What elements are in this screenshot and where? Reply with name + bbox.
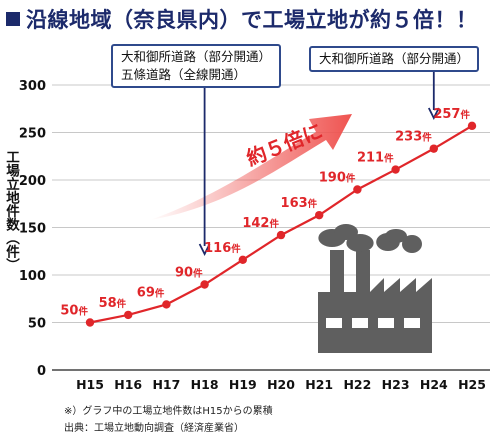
data-point-h17 (162, 300, 171, 309)
factory-window-4 (404, 318, 420, 328)
smoke-cloud-2 (346, 234, 374, 252)
data-point-h24 (429, 144, 438, 153)
data-point-h21 (315, 210, 324, 220)
data-label-h20: 142件 (242, 216, 279, 231)
growth-arrow-icon: 約５倍に (150, 114, 352, 220)
data-point-h15 (85, 318, 95, 327)
factory-icon (318, 224, 432, 353)
x-tick-label-h24: H24 (420, 377, 448, 392)
pointer-h24-head (427, 107, 440, 121)
x-tick-label-h22: H22 (343, 377, 371, 392)
data-point-h23 (391, 165, 400, 174)
y-tick-label-150: 150 (19, 222, 46, 237)
data-label-h24: 233件 (395, 130, 432, 145)
smoke-cloud-6 (385, 229, 407, 243)
smoke-cloud-5 (334, 224, 358, 240)
callout-h18-line-2: 五條道路（全線開通） (121, 67, 247, 82)
data-label-h21: 163件 (281, 196, 318, 211)
data-point-h18 (200, 280, 209, 289)
title-text: 沿線地域（奈良県内）で工場立地が約５倍！！ (26, 8, 478, 32)
callout-h24: 大和御所道路（部分開通） (309, 46, 480, 72)
footnote: ※）グラフ中の工場立地件数はH15からの累積 (64, 406, 273, 417)
x-tick-label-h16: H16 (114, 377, 142, 392)
source-note: 出典：工場立地動向調査（経済産業省） (64, 423, 244, 434)
series (85, 121, 477, 327)
x-tick-label-h21: H21 (305, 377, 333, 392)
x-tick-label-h15: H15 (76, 377, 104, 392)
x-tick-label-h25: H25 (458, 377, 486, 392)
data-point-h25 (467, 121, 477, 131)
factory-window-2 (352, 318, 368, 328)
data-label-h23: 211件 (357, 151, 394, 166)
factory-window-1 (326, 318, 342, 328)
x-tick-label-h20: H20 (267, 377, 295, 392)
data-label-h15: 50件 (60, 304, 88, 319)
y-tick-label-200: 200 (19, 174, 46, 189)
data-label-h17: 69件 (137, 285, 165, 300)
growth-arrow (150, 114, 352, 220)
factory-window-3 (378, 318, 394, 328)
callout-h18-line-1: 大和御所道路（部分開通） (121, 49, 272, 64)
y-tick-label-300: 300 (19, 79, 46, 94)
y-axis-ticks: 0 50 100 150 200 250 300 (19, 79, 46, 379)
data-point-h22 (353, 185, 362, 194)
smoke-cloud-4 (402, 235, 422, 253)
x-tick-label-h19: H19 (229, 377, 257, 392)
callout-pointers (198, 70, 440, 257)
data-point-h20 (276, 230, 286, 240)
y-tick-label-50: 50 (28, 317, 46, 332)
title-square-icon (6, 12, 20, 26)
callout-h18: 大和御所道路（部分開通） 五條道路（全線開通） (111, 44, 282, 88)
y-tick-label-100: 100 (19, 269, 46, 284)
data-point-h16 (124, 310, 133, 320)
data-label-h19: 116件 (204, 241, 241, 256)
x-axis-ticks: H15 H16 H17 H18 H19 H20 H21 H22 H23 H24 H25 (76, 377, 486, 392)
y-axis-label: 工場立地件数（件） (3, 150, 19, 272)
data-label-h22: 190件 (319, 171, 356, 186)
factory-building-shape (318, 250, 432, 353)
pointer-h18-head (198, 243, 211, 257)
data-label-h25: 257件 (433, 107, 470, 122)
data-point-h19 (238, 255, 247, 264)
x-tick-label-h18: H18 (191, 377, 219, 392)
x-tick-label-h23: H23 (382, 377, 410, 392)
page-title: 沿線地域（奈良県内）で工場立地が約５倍！！ (6, 4, 478, 34)
y-tick-label-0: 0 (37, 364, 46, 379)
x-tick-label-h17: H17 (152, 377, 180, 392)
data-label-h18: 90件 (175, 266, 203, 281)
y-tick-label-250: 250 (19, 127, 46, 142)
data-label-h16: 58件 (99, 296, 127, 311)
